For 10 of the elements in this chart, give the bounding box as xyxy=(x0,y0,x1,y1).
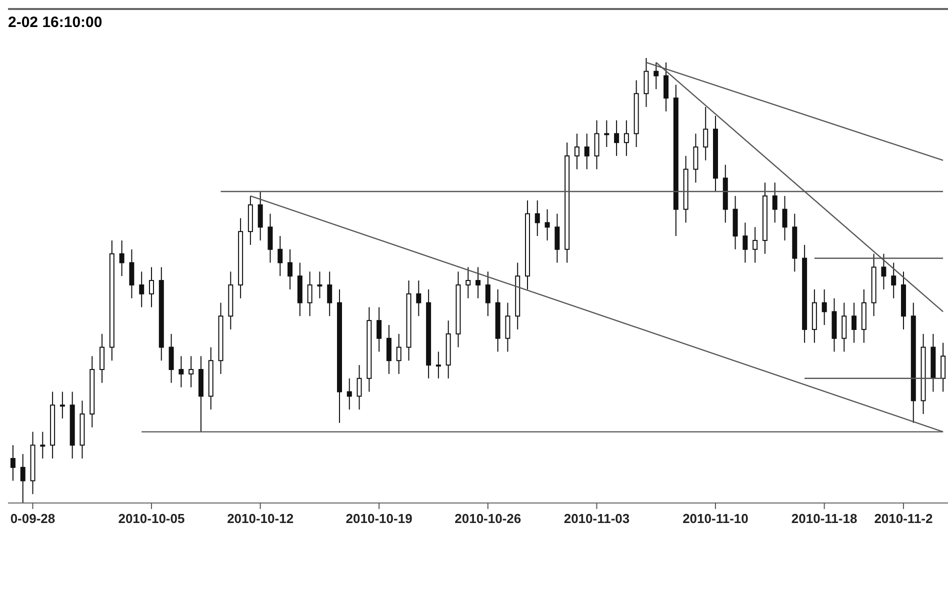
x-tick-label: 0-09-28 xyxy=(10,511,56,526)
x-tick-label: 2010-11-18 xyxy=(791,511,858,526)
x-tick-label: 2010-11-03 xyxy=(564,511,630,526)
x-tick-label: 2010-11-10 xyxy=(682,511,748,526)
x-tick-label: 2010-10-19 xyxy=(346,511,412,526)
x-tick-label: 2010-10-12 xyxy=(227,511,294,526)
x-tick-label: 2010-11-2 xyxy=(874,511,933,526)
x-tick-label: 2010-10-26 xyxy=(454,511,522,526)
x-tick-label: 2010-10-05 xyxy=(118,511,185,526)
chart-title: 2-02 16:10:00 xyxy=(8,13,104,33)
